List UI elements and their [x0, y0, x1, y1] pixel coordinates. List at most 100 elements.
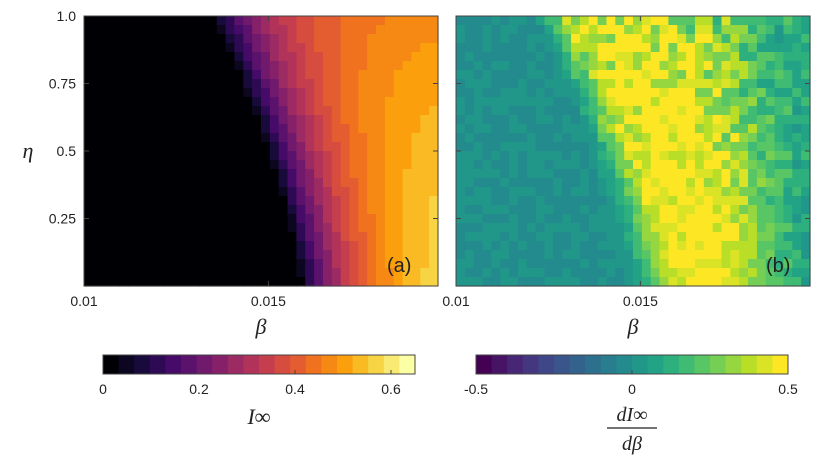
heatmap-b-cell [553, 277, 563, 287]
heatmap-a-cell [340, 79, 351, 89]
heatmap-b-cell [597, 223, 608, 233]
heatmap-b-cell [686, 259, 696, 269]
heatmap-b-cell [686, 151, 696, 161]
heatmap-a-cell [349, 187, 359, 197]
heatmap-a-cell [128, 79, 138, 89]
heatmap-b-cell [650, 223, 661, 233]
heatmap-a-cell [181, 142, 191, 152]
heatmap-b-cell [792, 241, 802, 251]
colorbar-cell [772, 355, 789, 374]
heatmap-b-cell [464, 25, 475, 35]
heatmap-a-cell [261, 232, 271, 242]
heatmap-a-cell [278, 250, 289, 260]
heatmap-b-cell [482, 187, 492, 197]
heatmap-b-cell [456, 223, 466, 233]
heatmap-a-cell [429, 25, 439, 35]
heatmap-a-cell [322, 79, 333, 89]
heatmap-a-cell [278, 106, 289, 116]
heatmap-a-cell [349, 25, 359, 35]
heatmap-a-cell [234, 124, 244, 134]
heatmap-a-cell [92, 34, 103, 44]
heatmap-a-cell [331, 259, 342, 269]
heatmap-b-cell [748, 169, 758, 179]
heatmap-a-cell [322, 178, 333, 188]
heatmap-a-cell [269, 241, 280, 251]
heatmap-a-cell [384, 34, 395, 44]
heatmap-b-cell [544, 70, 554, 80]
colorbar-b-label-denominator: dβ [622, 433, 642, 455]
heatmap-a-cell [252, 160, 262, 170]
heatmap-a-cell [137, 61, 147, 71]
heatmap-b-cell [553, 259, 563, 269]
heatmap-b-cell [615, 241, 625, 251]
heatmap-a-cell [278, 151, 289, 161]
heatmap-b-cell [677, 241, 687, 251]
heatmap-a-cell [269, 61, 280, 71]
heatmap-a-cell [243, 106, 253, 116]
heatmap-a-cell [376, 169, 386, 179]
heatmap-b-cell [509, 97, 519, 107]
heatmap-b-cell [730, 160, 740, 170]
heatmap-b-cell [756, 205, 767, 215]
heatmap-b-cell [792, 115, 802, 125]
heatmap-b-cell [553, 52, 563, 62]
heatmap-a-cell [367, 88, 377, 98]
heatmap-b-cell [615, 277, 625, 287]
heatmap-a-cell [376, 16, 386, 26]
heatmap-b-cell [694, 124, 705, 134]
heatmap-a-cell [225, 277, 236, 287]
heatmap-b-cell [544, 106, 554, 116]
heatmap-a-cell [181, 214, 191, 224]
heatmap-a-cell [252, 241, 262, 251]
heatmap-b-cell [526, 106, 537, 116]
heatmap-b-cell [739, 115, 749, 125]
heatmap-b-cell [712, 205, 723, 215]
heatmap-a-cell [411, 259, 421, 269]
heatmap-b-cell [597, 79, 608, 89]
heatmap-a-cell [84, 187, 94, 197]
heatmap-a-cell [199, 277, 209, 287]
heatmap-b-cell [641, 133, 652, 143]
heatmap-b-cell [562, 169, 572, 179]
heatmap-a-cell [393, 16, 404, 26]
heatmap-b-cell [606, 124, 616, 134]
heatmap-a-cell [172, 16, 182, 26]
heatmap-a-cell [128, 160, 138, 170]
heatmap-a-cell [172, 79, 182, 89]
heatmap-b-cell [641, 250, 652, 260]
heatmap-b-cell [677, 70, 687, 80]
heatmap-a-cell [92, 277, 103, 287]
heatmap-b-cell [535, 241, 546, 251]
heatmap-b-cell [571, 115, 581, 125]
heatmap-b-cell [606, 52, 616, 62]
heatmap-b-cell [588, 70, 599, 80]
heatmap-b-cell [597, 151, 608, 161]
heatmap-a-cell [92, 169, 103, 179]
heatmap-b-cell [473, 178, 484, 188]
heatmap-a-cell [137, 88, 147, 98]
heatmap-a-cell [84, 52, 94, 62]
heatmap-b-cell [765, 142, 776, 152]
heatmap-b-cell [650, 70, 661, 80]
heatmap-b-cell [473, 43, 484, 53]
heatmap-b-cell [641, 88, 652, 98]
heatmap-b-cell [730, 151, 740, 161]
heatmap-b-cell [588, 25, 599, 35]
heatmap-b-cell [659, 124, 669, 134]
heatmap-b-cell [801, 43, 811, 53]
heatmap-b-cell [464, 259, 475, 269]
heatmap-b-cell [730, 79, 740, 89]
heatmap-a-cell [384, 259, 395, 269]
heatmap-a-cell [216, 79, 227, 89]
heatmap-b-cell [756, 52, 767, 62]
colorbar-tick-label: 0 [628, 381, 636, 397]
heatmap-b-cell [712, 187, 723, 197]
heatmap-a-cell [376, 43, 386, 53]
heatmap-a-cell [322, 142, 333, 152]
heatmap-b-cell [756, 232, 767, 242]
heatmap-b-cell [686, 43, 696, 53]
heatmap-a-cell [243, 25, 253, 35]
heatmap-a-cell [207, 268, 218, 278]
heatmap-a-cell [207, 205, 218, 215]
heatmap-a-cell [252, 169, 262, 179]
